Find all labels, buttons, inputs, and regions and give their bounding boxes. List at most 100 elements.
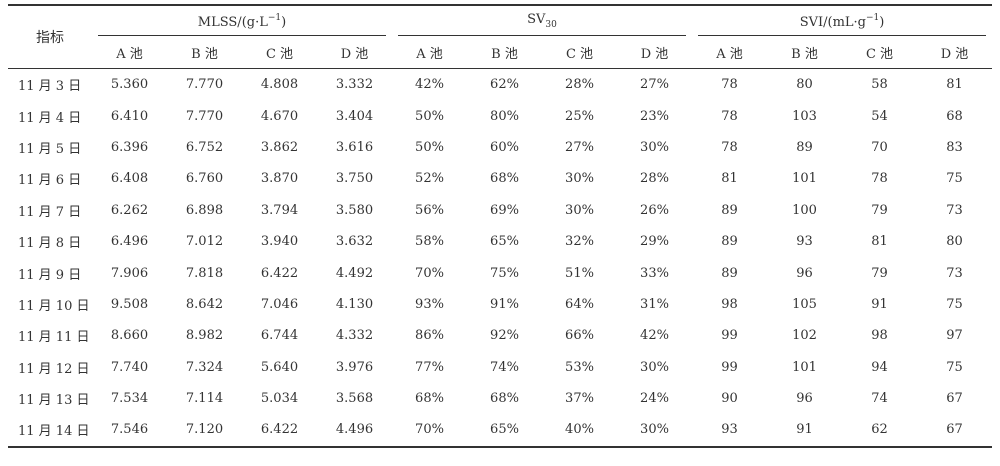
value-cell: 7.770: [185, 108, 224, 124]
value-cell: 89: [721, 234, 738, 250]
value-cell: 105: [792, 296, 817, 312]
pool-header: D 池: [917, 36, 993, 69]
value-cell: 68%: [490, 171, 519, 187]
value-cell: 3.794: [260, 202, 299, 218]
table-row: 11 月 9 日 7.906 7.818 6.422 4.492 70% 75% 51% 33%…: [8, 257, 992, 288]
date-cell: 11 月 4 日: [18, 110, 82, 126]
value-cell: 93: [721, 422, 738, 438]
date-cell: 11 月 10 日: [18, 298, 90, 314]
value-cell: 69%: [490, 202, 519, 218]
value-cell: 103: [792, 108, 817, 124]
value-cell: 67: [946, 391, 963, 407]
value-cell: 6.760: [185, 171, 224, 187]
value-cell: 6.262: [110, 202, 149, 218]
value-cell: 83: [946, 139, 963, 155]
value-cell: 96: [796, 391, 813, 407]
value-cell: 3.580: [335, 202, 374, 218]
value-cell: 5.640: [260, 359, 299, 375]
value-cell: 96: [796, 265, 813, 281]
value-cell: 66%: [565, 328, 594, 344]
value-cell: 3.616: [335, 139, 374, 155]
pool-header: B 池: [167, 36, 242, 69]
value-cell: 78: [871, 171, 888, 187]
value-cell: 75: [946, 296, 963, 312]
value-cell: 64%: [565, 296, 594, 312]
value-cell: 51%: [565, 265, 594, 281]
value-cell: 53%: [565, 359, 594, 375]
value-cell: 62%: [490, 77, 519, 93]
value-cell: 3.750: [335, 171, 374, 187]
pool-header: A 池: [392, 36, 467, 69]
value-cell: 70: [871, 139, 888, 155]
value-cell: 89: [796, 139, 813, 155]
value-cell: 7.740: [110, 359, 149, 375]
table-row: 11 月 5 日 6.396 6.752 3.862 3.616 50% 60% 27% 30%…: [8, 132, 992, 163]
value-cell: 79: [871, 202, 888, 218]
table-row: 11 月 8 日 6.496 7.012 3.940 3.632 58% 65% 32% 29%…: [8, 226, 992, 257]
pool-header: B 池: [767, 36, 842, 69]
value-cell: 78: [721, 77, 738, 93]
value-cell: 68%: [415, 391, 444, 407]
value-cell: 91: [871, 296, 888, 312]
pool-header: D 池: [317, 36, 392, 69]
value-cell: 30%: [565, 202, 594, 218]
value-cell: 30%: [640, 359, 669, 375]
table-row: 11 月 12 日 7.740 7.324 5.640 3.976 77% 74% 53% 30…: [8, 352, 992, 383]
value-cell: 42%: [415, 77, 444, 93]
value-cell: 65%: [490, 422, 519, 438]
value-cell: 32%: [565, 234, 594, 250]
value-cell: 5.034: [260, 391, 299, 407]
value-cell: 50%: [415, 108, 444, 124]
date-cell: 11 月 13 日: [18, 393, 90, 409]
date-cell: 11 月 6 日: [18, 173, 82, 189]
value-cell: 40%: [565, 422, 594, 438]
value-cell: 81: [721, 171, 738, 187]
group-header-sv30: SV30: [392, 5, 692, 36]
value-cell: 7.114: [185, 391, 224, 407]
value-cell: 8.982: [185, 328, 224, 344]
value-cell: 6.396: [110, 139, 149, 155]
value-cell: 9.508: [110, 296, 149, 312]
value-cell: 58%: [415, 234, 444, 250]
value-cell: 79: [871, 265, 888, 281]
value-cell: 30%: [640, 422, 669, 438]
value-cell: 30%: [565, 171, 594, 187]
value-cell: 3.976: [335, 359, 374, 375]
value-cell: 6.752: [185, 139, 224, 155]
value-cell: 7.120: [185, 422, 224, 438]
value-cell: 30%: [640, 139, 669, 155]
value-cell: 91: [796, 422, 813, 438]
value-cell: 4.332: [335, 328, 374, 344]
value-cell: 75%: [490, 265, 519, 281]
value-cell: 27%: [565, 139, 594, 155]
pool-header: C 池: [842, 36, 917, 69]
value-cell: 75: [946, 359, 963, 375]
value-cell: 4.492: [335, 265, 374, 281]
value-cell: 99: [721, 328, 738, 344]
value-cell: 97: [946, 328, 963, 344]
value-cell: 92%: [490, 328, 519, 344]
value-cell: 6.422: [260, 265, 299, 281]
value-cell: 7.770: [185, 77, 224, 93]
value-cell: 3.332: [335, 77, 374, 93]
value-cell: 4.808: [260, 77, 299, 93]
value-cell: 24%: [640, 391, 669, 407]
value-cell: 28%: [640, 171, 669, 187]
table-row: 11 月 13 日 7.534 7.114 5.034 3.568 68% 68% 37% 24…: [8, 383, 992, 414]
value-cell: 29%: [640, 234, 669, 250]
date-cell: 11 月 3 日: [18, 79, 82, 95]
pool-header: C 池: [542, 36, 617, 69]
value-cell: 86%: [415, 328, 444, 344]
value-cell: 67: [946, 422, 963, 438]
value-cell: 6.422: [260, 422, 299, 438]
value-cell: 99: [721, 359, 738, 375]
pool-header: A 池: [692, 36, 767, 69]
value-cell: 28%: [565, 77, 594, 93]
value-cell: 7.012: [185, 234, 224, 250]
value-cell: 26%: [640, 202, 669, 218]
value-cell: 65%: [490, 234, 519, 250]
value-cell: 78: [721, 139, 738, 155]
header-row-groups: 指标 MLSS/(g·L−1) SV30 SVI/(mL·g−1): [8, 5, 992, 69]
value-cell: 7.534: [110, 391, 149, 407]
